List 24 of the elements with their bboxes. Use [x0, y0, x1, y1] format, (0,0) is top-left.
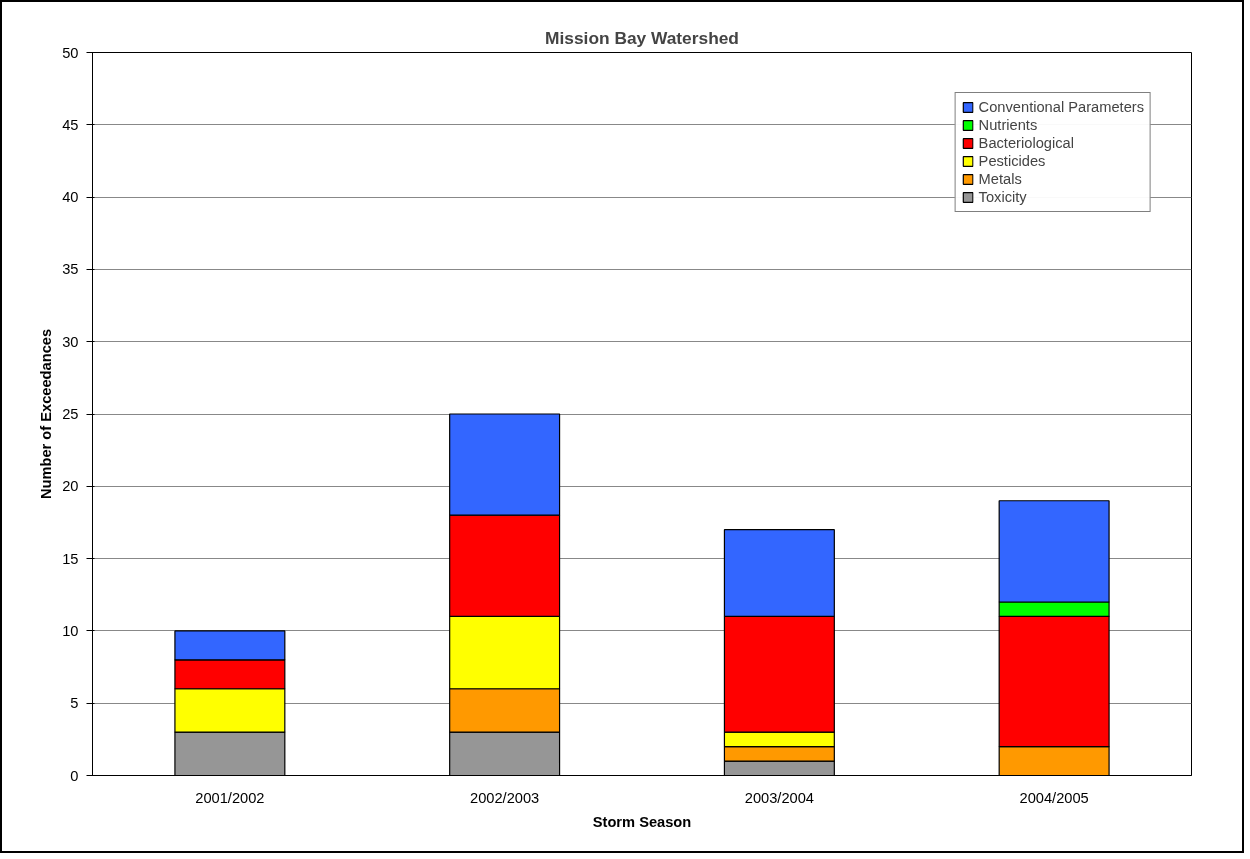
x-tick-label: 2002/2003	[469, 789, 540, 806]
y-tick-label: 45	[62, 116, 79, 133]
y-tick-label: 10	[62, 622, 79, 639]
x-tick-label: 2004/2005	[1019, 789, 1089, 806]
x-tick-label: 2001/2002	[195, 789, 265, 806]
y-tick-label: 40	[62, 189, 79, 206]
y-tick-label: 0	[70, 767, 79, 784]
y-tick-label: 15	[62, 550, 79, 567]
y-tick-label: 25	[62, 406, 79, 422]
legend-label: Bacteriological	[978, 135, 1074, 151]
legend-label: Nutrients	[978, 117, 1038, 133]
legend-label: Metals	[978, 171, 1022, 187]
y-tick-label: 20	[62, 478, 79, 495]
x-tick-label: 2003/2004	[744, 789, 815, 806]
y-tick-label: 50	[62, 44, 79, 61]
legend-label: Conventional Parameters	[978, 99, 1144, 115]
chart-title: Mission Bay Watershed	[545, 27, 739, 48]
legend-label: Toxicity	[978, 189, 1027, 205]
legend-label: Pesticides	[978, 153, 1046, 169]
y-axis-title: Number of Exceedances	[38, 328, 55, 500]
y-tick-label: 5	[70, 695, 79, 712]
y-tick-label: 35	[62, 261, 79, 278]
x-axis-title: Storm Season	[592, 813, 692, 830]
y-tick-label: 30	[62, 333, 79, 350]
